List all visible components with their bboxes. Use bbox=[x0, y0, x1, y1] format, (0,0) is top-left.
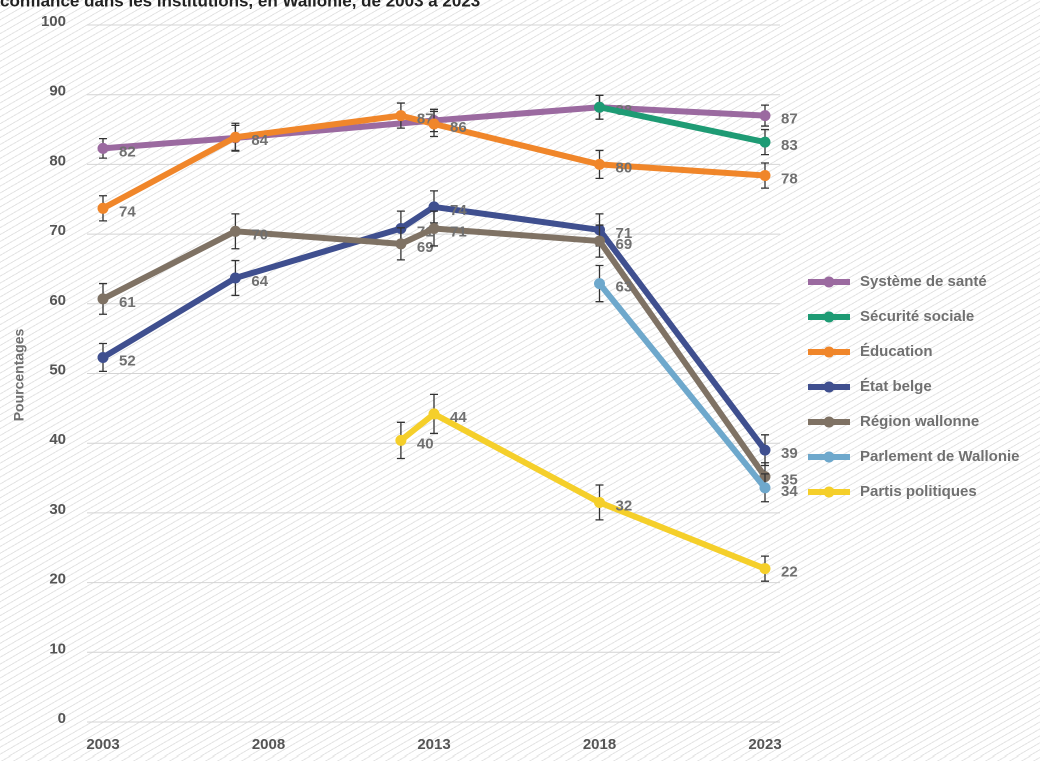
series-line bbox=[399, 410, 767, 572]
legend-swatch bbox=[823, 416, 835, 428]
y-tick-label: 60 bbox=[49, 292, 66, 309]
y-tick-label: 10 bbox=[49, 640, 66, 657]
data-point bbox=[229, 131, 241, 143]
data-point bbox=[428, 223, 440, 235]
data-point bbox=[759, 136, 771, 148]
legend-label: État belge bbox=[860, 378, 932, 395]
x-tick-label: 2008 bbox=[252, 736, 285, 753]
data-label: 40 bbox=[417, 435, 434, 452]
data-point bbox=[759, 444, 771, 456]
data-point bbox=[428, 201, 440, 213]
data-point bbox=[759, 563, 771, 575]
legend-swatch bbox=[823, 276, 835, 288]
legend-label: Sécurité sociale bbox=[860, 308, 974, 325]
legend-label: Système de santé bbox=[860, 273, 987, 290]
data-label: 35 bbox=[781, 472, 798, 489]
data-label: 71 bbox=[450, 223, 467, 240]
data-label: 39 bbox=[781, 445, 798, 462]
data-point bbox=[759, 482, 771, 494]
data-point bbox=[97, 202, 109, 214]
data-point bbox=[97, 293, 109, 305]
legend-swatch bbox=[823, 451, 835, 463]
data-point bbox=[395, 238, 407, 250]
data-point bbox=[594, 235, 605, 247]
legend-label: Partis politiques bbox=[860, 483, 977, 500]
data-point bbox=[97, 351, 109, 363]
data-label: 32 bbox=[616, 497, 633, 514]
y-tick-label: 50 bbox=[49, 361, 66, 378]
data-label: 87 bbox=[781, 111, 798, 128]
y-tick-label: 0 bbox=[58, 710, 66, 727]
data-label: 83 bbox=[781, 137, 798, 154]
legend-swatch bbox=[823, 311, 835, 323]
legend-swatch bbox=[823, 381, 835, 393]
series-line bbox=[101, 225, 768, 479]
data-label: 80 bbox=[616, 159, 633, 176]
data-point bbox=[594, 278, 605, 290]
data-label: 84 bbox=[251, 132, 268, 149]
data-point bbox=[229, 272, 241, 284]
data-point bbox=[229, 225, 241, 237]
data-label: 64 bbox=[251, 273, 268, 290]
series-line bbox=[101, 203, 768, 452]
data-point bbox=[594, 496, 605, 508]
legend-label: Éducation bbox=[860, 343, 933, 360]
y-tick-label: 90 bbox=[49, 83, 66, 100]
data-label: 74 bbox=[119, 203, 136, 220]
data-label: 74 bbox=[450, 202, 467, 219]
data-label: 71 bbox=[616, 225, 633, 242]
data-point bbox=[395, 110, 407, 122]
data-label: 44 bbox=[450, 409, 467, 426]
y-tick-label: 40 bbox=[49, 431, 66, 448]
data-label: 61 bbox=[119, 294, 136, 311]
x-tick-label: 2003 bbox=[86, 736, 119, 753]
y-axis-label: Pourcentages bbox=[11, 328, 27, 421]
data-point bbox=[97, 142, 109, 154]
x-tick-label: 2018 bbox=[583, 736, 616, 753]
data-label: 69 bbox=[616, 236, 633, 253]
legend-label: Région wallonne bbox=[860, 413, 979, 430]
data-point bbox=[759, 110, 771, 122]
data-point bbox=[395, 434, 407, 446]
data-point bbox=[759, 170, 771, 182]
series-line bbox=[101, 112, 766, 211]
data-label: 69 bbox=[417, 239, 434, 256]
x-tick-label: 2023 bbox=[748, 736, 781, 753]
y-tick-label: 20 bbox=[49, 571, 66, 588]
data-label: 63 bbox=[616, 279, 633, 296]
data-label: 78 bbox=[781, 171, 798, 188]
legend-swatch bbox=[823, 486, 835, 498]
data-point bbox=[594, 101, 605, 113]
legend-label: Parlement de Wallonie bbox=[860, 448, 1020, 465]
data-point bbox=[428, 408, 440, 420]
legend-swatch bbox=[823, 346, 835, 358]
data-label: 34 bbox=[781, 483, 798, 500]
y-tick-label: 80 bbox=[49, 152, 66, 169]
series-line bbox=[597, 281, 768, 490]
data-label: 52 bbox=[119, 352, 136, 369]
x-tick-label: 2013 bbox=[417, 736, 450, 753]
data-label: 70 bbox=[251, 226, 268, 243]
data-label: 82 bbox=[119, 143, 136, 160]
y-tick-label: 30 bbox=[49, 501, 66, 518]
chart-title: confiance dans les institutions, en Wall… bbox=[0, 0, 480, 10]
data-label: 22 bbox=[781, 564, 798, 581]
y-tick-label: 70 bbox=[49, 222, 66, 239]
data-point bbox=[428, 118, 440, 130]
y-tick-label: 100 bbox=[41, 13, 66, 30]
series-line bbox=[598, 104, 766, 146]
data-point bbox=[594, 158, 605, 170]
data-label: 86 bbox=[450, 119, 467, 136]
